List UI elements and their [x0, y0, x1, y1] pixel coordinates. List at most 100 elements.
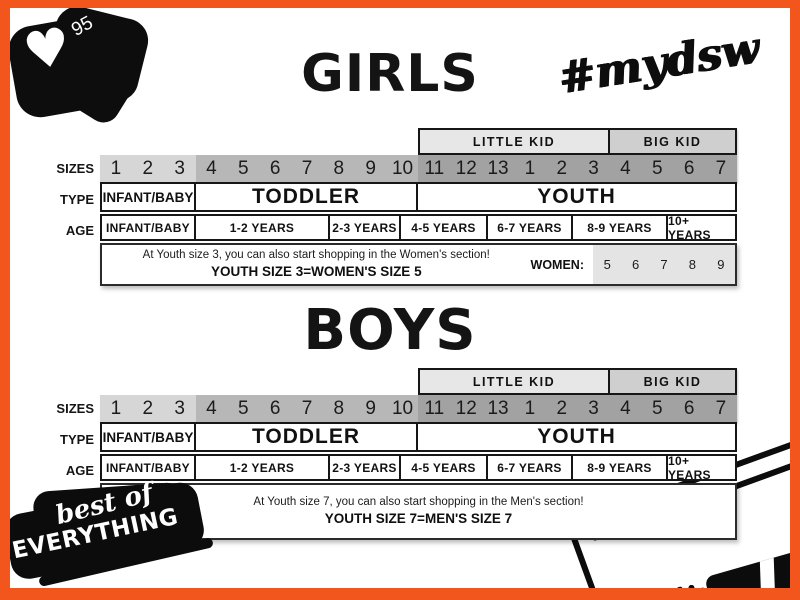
size-cell-youth: 2: [545, 155, 578, 182]
girls-note-line1: At Youth size 3, you can also start shop…: [142, 249, 490, 261]
size-cell-youth: 6: [673, 155, 706, 182]
size-cell-youth: 7: [705, 395, 737, 422]
size-cell-youth: 3: [577, 395, 610, 422]
size-cell-infant-baby: 2: [131, 155, 164, 182]
frame-border-right: [790, 0, 800, 600]
girls-type-row: INFANT/BABY TODDLER YOUTH: [100, 182, 737, 212]
age-cell: 6-7 YEARS: [488, 214, 573, 241]
size-cell-toddler: 5: [227, 155, 260, 182]
women-sizes-label: WOMEN:: [530, 257, 584, 272]
size-cell-infant-baby: 1: [100, 395, 132, 422]
size-cell-infant-baby: 2: [131, 395, 164, 422]
heart-icon: ♥: [19, 16, 76, 84]
size-cell-toddler: 4: [195, 395, 228, 422]
kid-group-header: BIG KID: [610, 128, 737, 155]
size-cell-youth: 5: [641, 395, 674, 422]
girls-age-row: INFANT/BABY 1-2 YEARS 2-3 YEARS 4-5 YEARS 6-…: [100, 214, 737, 242]
age-cell: 8-9 YEARS: [573, 214, 668, 241]
size-cell-youth: 4: [609, 155, 642, 182]
women-size-cell: 7: [660, 257, 668, 272]
boys-note-line1: At Youth size 7, you can also start shop…: [253, 496, 584, 508]
size-cell-toddler: 8: [322, 155, 355, 182]
age-cell: INFANT/BABY: [100, 214, 196, 241]
size-cell-youth: 3: [577, 155, 610, 182]
girls-kid-group-row: LITTLE KID BIG KID: [418, 128, 737, 155]
type-cell: TODDLER: [196, 182, 418, 212]
girls-note-box: At Youth size 3, you can also start shop…: [100, 243, 737, 286]
boys-note-text: At Youth size 7, you can also start shop…: [102, 485, 735, 538]
boys-age-row-label: AGE: [65, 463, 94, 478]
women-size-cell: 5: [603, 257, 611, 272]
women-sizes-strip: 5 6 7 8 9: [593, 245, 735, 284]
boys-sizes-row: 1 2 3 4 5 6 7 8 9 10 11 12 13 1 2 3 4 5 6 7: [100, 395, 737, 422]
type-cell: YOUTH: [418, 422, 737, 452]
size-cell-toddler: 6: [259, 155, 292, 182]
women-size-cell: 9: [717, 257, 725, 272]
age-cell: 10+ YEARS: [668, 214, 737, 242]
size-cell-toddler: 7: [291, 395, 323, 422]
size-cell-infant-baby: 3: [163, 155, 196, 182]
age-cell: 4-5 YEARS: [401, 454, 488, 481]
girls-section-title: GIRLS: [301, 44, 479, 104]
kid-group-header: BIG KID: [610, 368, 737, 395]
type-cell: INFANT/BABY: [100, 182, 196, 212]
girls-sizes-row-label: SIZES: [56, 161, 94, 176]
size-cell-toddler: 4: [195, 155, 228, 182]
age-cell: 1-2 YEARS: [196, 214, 330, 241]
age-cell: 2-3 YEARS: [330, 214, 401, 241]
size-cell-toddler: 9: [354, 155, 387, 182]
size-cell-youth: 11: [418, 155, 451, 182]
size-cell-toddler: 10: [386, 395, 419, 422]
size-cell-youth: 6: [673, 395, 706, 422]
size-cell-toddler: 8: [322, 395, 355, 422]
size-cell-youth: 1: [513, 395, 546, 422]
women-size-cell: 8: [688, 257, 697, 272]
size-cell-infant-baby: 3: [163, 395, 196, 422]
age-cell: 8-9 YEARS: [573, 454, 668, 481]
age-cell: 4-5 YEARS: [401, 214, 488, 241]
best-of-everything-sticker: best of EVERYTHING: [1, 471, 234, 600]
size-cell-toddler: 9: [354, 395, 387, 422]
age-cell: 6-7 YEARS: [488, 454, 573, 481]
size-cell-youth: 1: [513, 155, 546, 182]
boys-kid-group-row: LITTLE KID BIG KID: [418, 368, 737, 395]
age-cell: 2-3 YEARS: [330, 454, 401, 481]
size-cell-toddler: 10: [386, 155, 419, 182]
age-cell: 1-2 YEARS: [196, 454, 330, 481]
girls-note-text: At Youth size 3, you can also start shop…: [102, 245, 531, 284]
girls-sizes-row: 1 2 3 4 5 6 7 8 9 10 11 12 13 1 2 3 4 5 6 7: [100, 155, 737, 182]
frame-border-left: [0, 0, 10, 600]
boys-note-box: At Youth size 7, you can also start shop…: [100, 483, 737, 540]
boys-age-row: INFANT/BABY 1-2 YEARS 2-3 YEARS 4-5 YEARS 6-…: [100, 454, 737, 482]
size-cell-youth: 4: [609, 395, 642, 422]
size-cell-youth: 5: [641, 155, 674, 182]
size-cell-youth: 13: [482, 395, 514, 422]
boys-section-title: BOYS: [303, 298, 477, 363]
girls-type-row-label: TYPE: [60, 192, 94, 207]
type-cell: INFANT/BABY: [100, 422, 196, 452]
size-cell-youth: 11: [418, 395, 451, 422]
girls-note-line2: YOUTH SIZE 3=WOMEN'S SIZE 5: [210, 264, 422, 280]
size-cell-youth: 2: [545, 395, 578, 422]
size-cell-toddler: 6: [259, 395, 292, 422]
boys-type-row-label: TYPE: [60, 432, 94, 447]
boys-type-row: INFANT/BABY TODDLER YOUTH: [100, 422, 737, 452]
size-cell-toddler: 5: [227, 395, 260, 422]
type-cell: TODDLER: [196, 422, 418, 452]
size-cell-youth: 12: [450, 155, 483, 182]
boys-sizes-row-label: SIZES: [56, 401, 94, 416]
size-cell-youth: 12: [450, 395, 483, 422]
women-size-cell: 6: [631, 257, 640, 272]
boys-size-chart: LITTLE KID BIG KID 1 2 3 4 5 6 7 8 9 10 11 12 13 1 2 3 4 5…: [100, 368, 737, 540]
kid-group-header: LITTLE KID: [418, 368, 610, 395]
girls-size-chart: LITTLE KID BIG KID 1 2 3 4 5 6 7 8 9 10 11 12 13 1 2 3 4 5…: [100, 128, 737, 286]
boys-note-line2: YOUTH SIZE 7=MEN'S SIZE 7: [324, 511, 513, 527]
frame-border-top: [0, 0, 800, 8]
size-cell-youth: 13: [482, 155, 514, 182]
size-cell-youth: 7: [705, 155, 737, 182]
girls-age-row-label: AGE: [65, 223, 94, 238]
type-cell: YOUTH: [418, 182, 737, 212]
age-cell: 10+ YEARS: [668, 454, 737, 482]
size-cell-infant-baby: 1: [100, 155, 132, 182]
